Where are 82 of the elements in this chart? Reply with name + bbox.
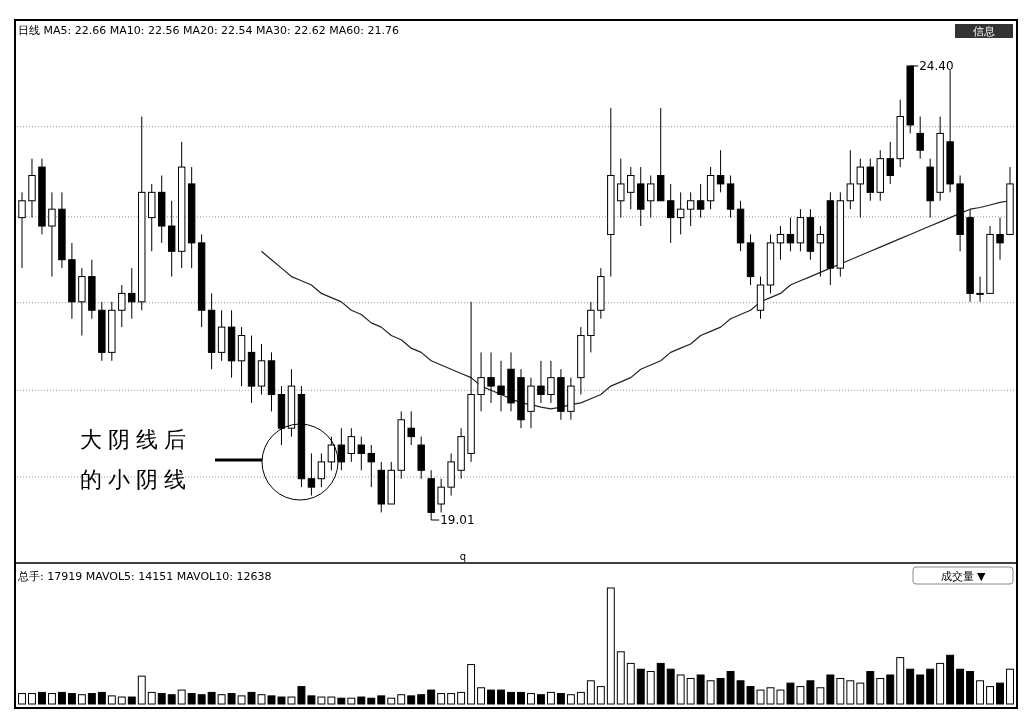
bar [347, 697, 356, 705]
bar [527, 693, 535, 705]
bar [846, 680, 855, 705]
bar [826, 674, 835, 705]
bar [97, 691, 106, 705]
bar [956, 668, 965, 705]
bar [147, 691, 156, 705]
bar [507, 691, 515, 705]
bar [77, 694, 86, 705]
chart-title: 日线 MA5: 22.66 MA10: 22.56 MA20: 22.54 MA30: 22.62 MA60: 21.76 [18, 24, 400, 37]
text: q [459, 551, 467, 562]
bar [556, 693, 565, 705]
bar [686, 677, 695, 705]
bar [936, 662, 945, 705]
bar [646, 671, 655, 705]
bar [596, 686, 605, 705]
bar [886, 674, 895, 705]
bar [117, 696, 126, 705]
bar [167, 694, 176, 705]
bar [457, 691, 466, 705]
bar [896, 657, 905, 705]
bar [28, 693, 36, 705]
bar [417, 694, 426, 705]
bar [87, 693, 96, 705]
chart-title: 总手: 17919 MAVOL5: 14151 MAVOL10: 12638 [17, 570, 272, 583]
bar [906, 668, 915, 705]
bar [467, 664, 476, 705]
annotation: 大阴线后的小阴线 [80, 427, 192, 492]
text: 成交量 ▼ [940, 570, 987, 583]
bar [477, 687, 486, 705]
bar [1006, 668, 1014, 705]
bar [137, 675, 146, 705]
bar [916, 674, 925, 705]
bar [38, 691, 46, 705]
bar [337, 697, 346, 705]
bar [866, 671, 875, 705]
bar [497, 689, 505, 705]
annotation: 24.40 [919, 59, 954, 73]
bar [487, 689, 496, 705]
bar [357, 696, 366, 705]
bar [676, 674, 685, 705]
bar [18, 693, 26, 705]
bar [946, 654, 955, 705]
bar [57, 691, 66, 705]
annotation: 19.01 [440, 513, 475, 527]
bar [107, 695, 116, 705]
bar [367, 697, 376, 705]
bar [616, 651, 625, 705]
bar [926, 668, 935, 705]
bar [656, 662, 665, 705]
bar [447, 693, 456, 705]
bar [666, 668, 675, 705]
bar [407, 695, 416, 705]
bar [197, 694, 206, 705]
bar [626, 662, 635, 705]
bar [127, 696, 136, 705]
bar [856, 682, 865, 705]
bar [47, 693, 56, 705]
bar [427, 689, 436, 705]
bar [377, 695, 386, 705]
bar [67, 693, 76, 705]
bar [187, 693, 196, 705]
bar [157, 693, 166, 705]
bar [876, 677, 885, 705]
bar [566, 694, 575, 705]
bar [517, 691, 525, 705]
bar [976, 680, 985, 705]
bar [177, 689, 186, 705]
text: 信息 [973, 25, 995, 38]
bar [576, 691, 585, 705]
bar [636, 668, 645, 705]
bar [606, 587, 615, 705]
bar [437, 693, 446, 705]
bar [986, 686, 994, 705]
bar [586, 680, 595, 705]
bar [397, 694, 406, 705]
bar [836, 677, 845, 705]
bar [546, 691, 555, 705]
bar [387, 697, 396, 705]
bar [996, 682, 1004, 705]
bar [966, 671, 975, 705]
bar [536, 694, 545, 705]
